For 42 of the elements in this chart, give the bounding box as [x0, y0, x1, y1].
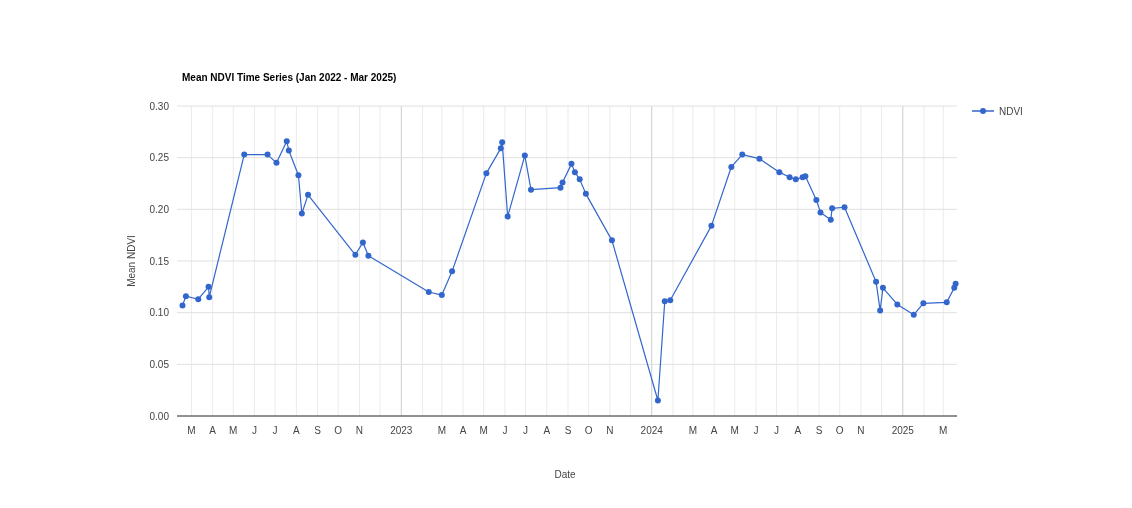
x-tick-label: M — [939, 425, 948, 436]
y-tick-label: 0.30 — [149, 100, 170, 112]
x-tick-label: S — [564, 425, 572, 436]
x-tick-label: M — [187, 425, 196, 436]
x-tick-label: N — [355, 425, 364, 436]
x-tick-label: A — [710, 425, 718, 436]
y-tick-label: 0.05 — [149, 358, 170, 370]
y-tick-label: 0.00 — [149, 410, 170, 422]
x-tick-label: 2023 — [390, 425, 413, 436]
x-tick-label: J — [523, 425, 528, 436]
x-tick-label: A — [459, 425, 467, 436]
x-tick-label: O — [584, 425, 593, 436]
x-tick-label: 2025 — [891, 425, 915, 436]
x-tick-label: N — [857, 425, 865, 436]
x-tick-label: J — [753, 425, 759, 436]
x-tick-label: M — [229, 425, 238, 436]
x-axis-title: Date — [554, 469, 576, 480]
x-tick-label: A — [543, 425, 551, 436]
x-tick-label: O — [334, 425, 343, 436]
x-tick-label: M — [688, 425, 698, 436]
y-tick-label: 0.15 — [149, 255, 170, 267]
y-axis-title: Mean NDVI — [126, 235, 137, 287]
x-tick-label: 2024 — [640, 425, 664, 436]
x-tick-label: J — [272, 425, 278, 436]
y-tick-label: 0.20 — [149, 203, 170, 215]
x-tick-label: S — [815, 425, 823, 436]
x-tick-label: O — [835, 425, 844, 436]
y-tick-label: 0.25 — [149, 152, 170, 164]
x-tick-label: A — [209, 425, 217, 436]
x-tick-label: S — [314, 425, 322, 436]
x-tick-label: M — [437, 425, 446, 436]
x-tick-label: M — [730, 425, 739, 436]
y-tick-label: 0.10 — [149, 307, 170, 319]
x-tick-label: N — [606, 425, 614, 436]
x-tick-label: J — [774, 425, 780, 436]
x-tick-label: J — [502, 425, 508, 436]
x-tick-label: M — [479, 425, 488, 436]
chart-title: Mean NDVI Time Series (Jan 2022 - Mar 2025) — [182, 72, 397, 83]
x-tick-label: A — [794, 425, 802, 436]
legend-label: NDVI — [999, 105, 1023, 117]
x-tick-label: A — [293, 425, 301, 436]
x-tick-label: J — [252, 425, 258, 436]
